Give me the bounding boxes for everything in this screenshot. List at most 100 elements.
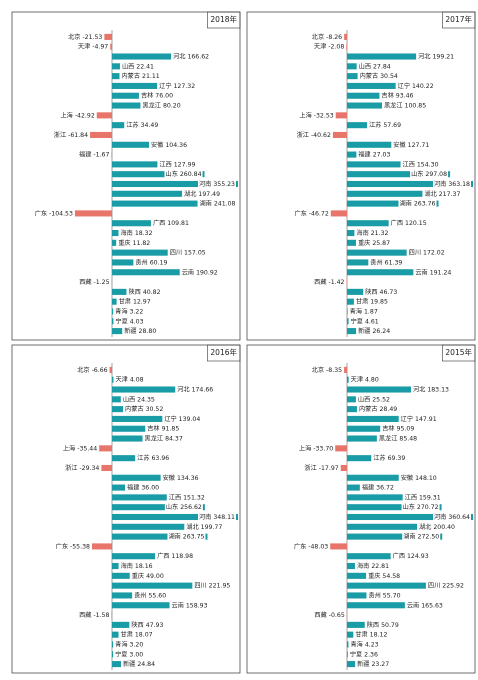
data-label: 甘肃 12.97	[119, 298, 151, 306]
bar	[335, 445, 347, 452]
data-label: 西藏 -1.42	[314, 278, 344, 286]
data-label: 湖北 197.49	[184, 190, 220, 198]
bar	[112, 220, 151, 227]
bar	[347, 504, 442, 511]
value-label: -0.65	[329, 612, 345, 619]
value-label: 263.76	[414, 201, 436, 208]
value-label: 363.18	[448, 181, 470, 188]
bar	[112, 494, 167, 501]
category-label: 湖南	[403, 533, 415, 541]
bar	[101, 464, 112, 472]
value-label: 22.81	[371, 563, 389, 570]
data-label: 福建 36.00	[127, 484, 159, 492]
bar	[112, 239, 117, 246]
chart-title: 2017年	[445, 14, 472, 24]
data-label: 海南 18.32	[120, 229, 152, 237]
category-label: 山东	[403, 503, 415, 511]
category-label: 内蒙古	[360, 72, 379, 80]
data-label: 安徽 127.71	[393, 141, 429, 149]
value-label: 63.96	[151, 455, 169, 462]
value-label: 85.48	[399, 436, 417, 443]
bar	[112, 455, 136, 462]
bar	[347, 651, 348, 658]
bar	[112, 73, 120, 80]
data-label: 广东 -104.53	[35, 209, 73, 217]
category-label: 海南	[356, 229, 368, 237]
value-label: 34.49	[141, 122, 159, 129]
category-label: 云南	[415, 268, 427, 276]
bar	[112, 602, 170, 609]
category-label: 西藏	[314, 278, 326, 286]
data-label: 云南 190.92	[182, 268, 218, 276]
data-label: 广东 -48.03	[294, 542, 328, 550]
data-label: 湖南 263.76	[400, 200, 436, 208]
value-label: -55.38	[70, 543, 90, 550]
data-label: 宁夏 4.03	[115, 317, 143, 325]
value-label: 91.85	[162, 426, 180, 433]
category-label: 陕西	[367, 621, 379, 629]
bar	[112, 102, 141, 109]
bar	[347, 523, 418, 530]
category-label: 广西	[153, 219, 165, 227]
value-label: 360.64	[448, 514, 470, 521]
category-label: 辽宁	[159, 82, 171, 90]
value-label: -104.53	[49, 210, 73, 217]
category-label: 内蒙古	[125, 405, 144, 413]
data-label: 湖南 263.75	[168, 533, 204, 541]
bar	[347, 328, 357, 335]
category-label: 湖北	[186, 523, 199, 531]
bar	[112, 582, 193, 589]
data-label: 贵州 55.60	[134, 591, 166, 599]
category-label: 湖北	[419, 523, 432, 531]
data-label: 湖北 199.77	[186, 523, 222, 531]
category-label: 四川	[428, 583, 440, 590]
data-label: 天津 4.80	[351, 376, 379, 384]
bar	[91, 543, 112, 550]
category-label: 广西	[157, 552, 169, 560]
category-label: 甘肃	[119, 298, 131, 306]
category-label: 贵州	[370, 258, 382, 266]
category-label: 吉林	[147, 425, 159, 433]
bar	[74, 210, 112, 217]
value-label: 263.75	[183, 534, 205, 541]
data-label: 青海 3.22	[115, 307, 143, 315]
category-label: 山西	[358, 395, 370, 403]
value-label: 4.03	[130, 318, 144, 325]
category-label: 贵州	[135, 258, 147, 266]
data-label: 辽宁 127.32	[159, 82, 195, 90]
chart-title: 2016年	[210, 347, 237, 357]
value-label: 104.36	[165, 142, 187, 149]
category-label: 湖北	[424, 190, 437, 198]
title-box	[207, 11, 241, 29]
value-label: 147.91	[415, 416, 437, 423]
value-label: -40.62	[311, 132, 331, 139]
category-label: 安徽	[393, 141, 406, 149]
category-label: 海南	[120, 229, 132, 237]
value-label: 60.19	[150, 259, 168, 266]
data-label: 安徽 134.36	[163, 474, 199, 482]
value-label: 36.00	[141, 485, 159, 492]
bar	[112, 308, 114, 315]
category-label: 浙江	[304, 464, 316, 472]
label-bg	[398, 199, 437, 208]
value-label: 158.93	[186, 602, 208, 609]
category-label: 宁夏	[351, 317, 363, 325]
data-label: 河南 363.18	[434, 180, 470, 188]
title-box	[442, 344, 476, 362]
data-label: 宁夏 2.36	[350, 650, 378, 658]
data-label: 北京 -21.53	[68, 33, 102, 41]
value-label: 199.77	[201, 524, 223, 531]
value-label: -6.66	[92, 367, 108, 374]
category-label: 贵州	[134, 591, 146, 599]
category-label: 天津	[78, 43, 90, 51]
label-bg	[433, 513, 471, 521]
bar	[112, 415, 163, 422]
value-label: 199.21	[432, 54, 454, 61]
category-label: 青海	[115, 307, 127, 315]
bar	[344, 33, 347, 40]
data-label: 北京 -6.66	[77, 366, 107, 374]
data-label: 贵州 60.19	[135, 258, 167, 266]
bar	[347, 494, 403, 501]
